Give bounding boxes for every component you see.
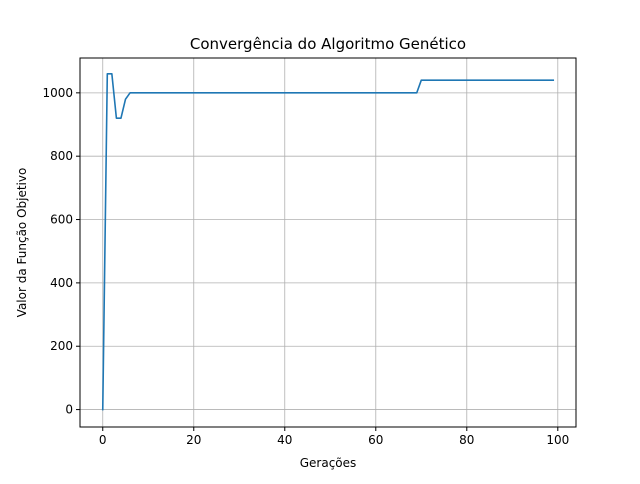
x-tick-label: 40 bbox=[277, 433, 292, 447]
y-tick-label: 800 bbox=[50, 149, 73, 163]
y-tick-label: 0 bbox=[65, 403, 73, 417]
y-axis-label: Valor da Função Objetivo bbox=[15, 168, 29, 318]
series-line-0 bbox=[101, 73, 555, 411]
series-layer bbox=[101, 73, 555, 411]
plot-frame bbox=[79, 57, 577, 428]
x-tick-label: 60 bbox=[368, 433, 383, 447]
y-tick-label: 600 bbox=[50, 213, 73, 227]
x-tick-label: 80 bbox=[459, 433, 474, 447]
x-tick-label: 20 bbox=[186, 433, 201, 447]
y-tick-label: 400 bbox=[50, 276, 73, 290]
x-axis-label: Gerações bbox=[300, 456, 357, 470]
chart-title: Convergência do Algoritmo Genético bbox=[190, 35, 466, 53]
y-axis-ticks: 0 200 400 600 800 1000 bbox=[42, 86, 80, 417]
x-tick-label: 100 bbox=[546, 433, 569, 447]
x-tick-label: 0 bbox=[99, 433, 107, 447]
y-tick-label: 200 bbox=[50, 339, 73, 353]
y-tick-label: 1000 bbox=[42, 86, 73, 100]
x-axis-ticks: 0 20 40 60 80 100 bbox=[99, 427, 569, 447]
